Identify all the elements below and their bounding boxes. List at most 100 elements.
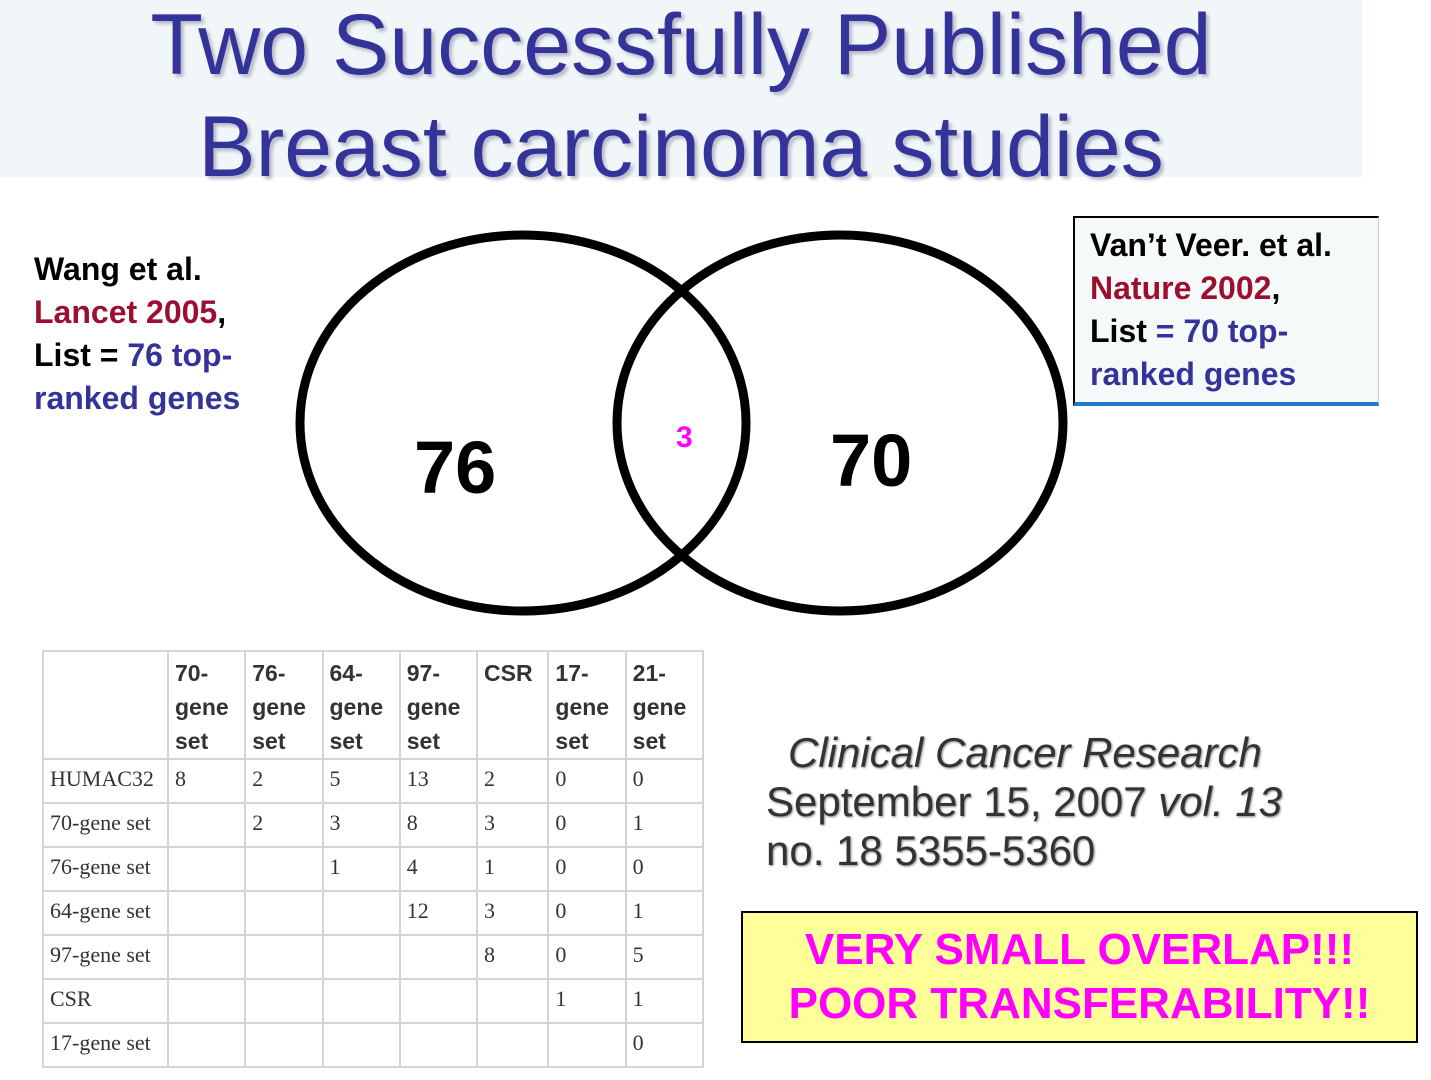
table-row-label: HUMAC32 bbox=[42, 758, 169, 804]
table-cell bbox=[166, 890, 247, 936]
table-row: CSR 1 1 bbox=[42, 978, 705, 1024]
table-cell: 3 bbox=[475, 802, 550, 848]
venn-right-count: 70 bbox=[830, 419, 913, 502]
table-cell: 0 bbox=[624, 846, 705, 892]
table-cell: 5 bbox=[624, 934, 705, 980]
callout-line-2: POOR TRANSFERABILITY!! bbox=[788, 979, 1371, 1028]
right-study-comma: , bbox=[1271, 270, 1281, 306]
table-cell: 0 bbox=[547, 890, 627, 936]
table-cell bbox=[321, 978, 401, 1024]
table-cell bbox=[244, 846, 324, 892]
journal-date: September 15, 2007 bbox=[766, 778, 1159, 825]
table-cell: 1 bbox=[547, 978, 627, 1024]
journal-volume: vol. 13 bbox=[1158, 778, 1283, 825]
slide-title-line-1: Two Successfully Published bbox=[150, 0, 1212, 93]
journal-name: Clinical Cancer Research bbox=[788, 729, 1262, 776]
table-cell: 13 bbox=[398, 758, 479, 804]
table-cell bbox=[475, 978, 550, 1024]
table-cell: 0 bbox=[547, 758, 627, 804]
table-cell: 2 bbox=[244, 802, 324, 848]
left-study-journal: Lancet 2005 bbox=[34, 294, 218, 330]
journal-issue-pages: no. 18 5355-5360 bbox=[766, 827, 1096, 874]
table-row: 64-gene set 12 3 0 1 bbox=[42, 890, 705, 936]
right-study-list-label: List bbox=[1090, 313, 1156, 349]
venn-overlap-count: 3 bbox=[676, 421, 693, 454]
venn-left-circle bbox=[295, 230, 751, 616]
journal-citation: Clinical Cancer Research September 15, 2… bbox=[766, 728, 1282, 875]
journal-date-volume: September 15, 2007 vol. 13 bbox=[766, 777, 1282, 826]
right-study-list-tail: ranked genes bbox=[1090, 356, 1297, 392]
table-cell bbox=[398, 934, 479, 980]
table-cell bbox=[244, 890, 324, 936]
right-study-list-value: = 70 top- bbox=[1155, 313, 1289, 349]
table-cell: 0 bbox=[624, 1022, 705, 1068]
table-cell: 1 bbox=[475, 846, 550, 892]
gene-overlap-table: 70- gene set 76- gene set 64- gene set 9… bbox=[42, 650, 705, 1068]
table-header-cell: 76- gene set bbox=[244, 650, 324, 760]
table-cell: 0 bbox=[547, 934, 627, 980]
table-cell bbox=[398, 978, 479, 1024]
table-cell bbox=[321, 890, 401, 936]
table-cell bbox=[166, 1022, 247, 1068]
table-row-label: 97-gene set bbox=[42, 934, 169, 980]
table-cell: 8 bbox=[475, 934, 550, 980]
table-header-cell bbox=[42, 650, 169, 760]
table-clip-edge bbox=[704, 640, 716, 1070]
table-row-label: 64-gene set bbox=[42, 890, 169, 936]
table-header-cell: CSR bbox=[475, 650, 550, 760]
right-study-journal: Nature 2002 bbox=[1090, 270, 1272, 306]
table-row: 70-gene set 2 3 8 3 0 1 bbox=[42, 802, 705, 848]
table-cell: 4 bbox=[398, 846, 479, 892]
left-study-list-tail: ranked genes bbox=[34, 380, 241, 416]
table-header-cell: 21- gene set bbox=[624, 650, 705, 760]
table-cell: 8 bbox=[166, 758, 247, 804]
table-row-label: 70-gene set bbox=[42, 802, 169, 848]
table-cell: 0 bbox=[547, 846, 627, 892]
table-cell bbox=[475, 1022, 550, 1068]
table-cell: 1 bbox=[624, 978, 705, 1024]
venn-left-count: 76 bbox=[414, 426, 497, 509]
left-study-label: Wang et al. Lancet 2005, List = 76 top- … bbox=[34, 248, 240, 420]
table-cell bbox=[166, 934, 247, 980]
table-cell bbox=[244, 978, 324, 1024]
table-cell bbox=[244, 934, 324, 980]
table-cell bbox=[321, 1022, 401, 1068]
slide-title: Two Successfully Published Breast carcin… bbox=[0, 0, 1362, 198]
table-cell: 0 bbox=[624, 758, 705, 804]
table-row: 17-gene set 0 bbox=[42, 1022, 705, 1068]
venn-right-circle bbox=[612, 230, 1068, 616]
table-cell bbox=[166, 846, 247, 892]
table-cell bbox=[166, 978, 247, 1024]
table-header-row: 70- gene set 76- gene set 64- gene set 9… bbox=[42, 650, 705, 760]
table-cell bbox=[398, 1022, 479, 1068]
table-header-cell: 64- gene set bbox=[321, 650, 401, 760]
table-cell bbox=[547, 1022, 627, 1068]
table-header-cell: 97- gene set bbox=[398, 650, 479, 760]
right-study-label: Van’t Veer. et al. Nature 2002, List = 7… bbox=[1073, 216, 1379, 406]
table-cell: 1 bbox=[624, 802, 705, 848]
table-row: 97-gene set 8 0 5 bbox=[42, 934, 705, 980]
slide-title-line-2: Breast carcinoma studies bbox=[198, 99, 1164, 195]
table-cell: 8 bbox=[398, 802, 479, 848]
callout-line-1: VERY SMALL OVERLAP!!! bbox=[804, 925, 1355, 974]
table-cell: 2 bbox=[244, 758, 324, 804]
left-study-authors: Wang et al. bbox=[34, 251, 202, 287]
table-cell: 0 bbox=[547, 802, 627, 848]
table-cell bbox=[166, 802, 247, 848]
table-cell: 1 bbox=[321, 846, 401, 892]
table-cell: 5 bbox=[321, 758, 401, 804]
table-header-cell: 70- gene set bbox=[166, 650, 247, 760]
table-cell: 2 bbox=[475, 758, 550, 804]
table-row: HUMAC32 8 2 5 13 2 0 0 bbox=[42, 758, 705, 804]
left-study-list-label: List = bbox=[34, 337, 128, 373]
left-study-comma: , bbox=[217, 294, 227, 330]
table-cell bbox=[321, 934, 401, 980]
right-study-authors: Van’t Veer. et al. bbox=[1090, 227, 1332, 263]
left-study-list-value: 76 top- bbox=[127, 337, 233, 373]
table-cell bbox=[244, 1022, 324, 1068]
table-cell: 12 bbox=[398, 890, 479, 936]
table-header-cell: 17- gene set bbox=[547, 650, 627, 760]
title-band bbox=[0, 0, 1362, 177]
table-cell: 3 bbox=[321, 802, 401, 848]
